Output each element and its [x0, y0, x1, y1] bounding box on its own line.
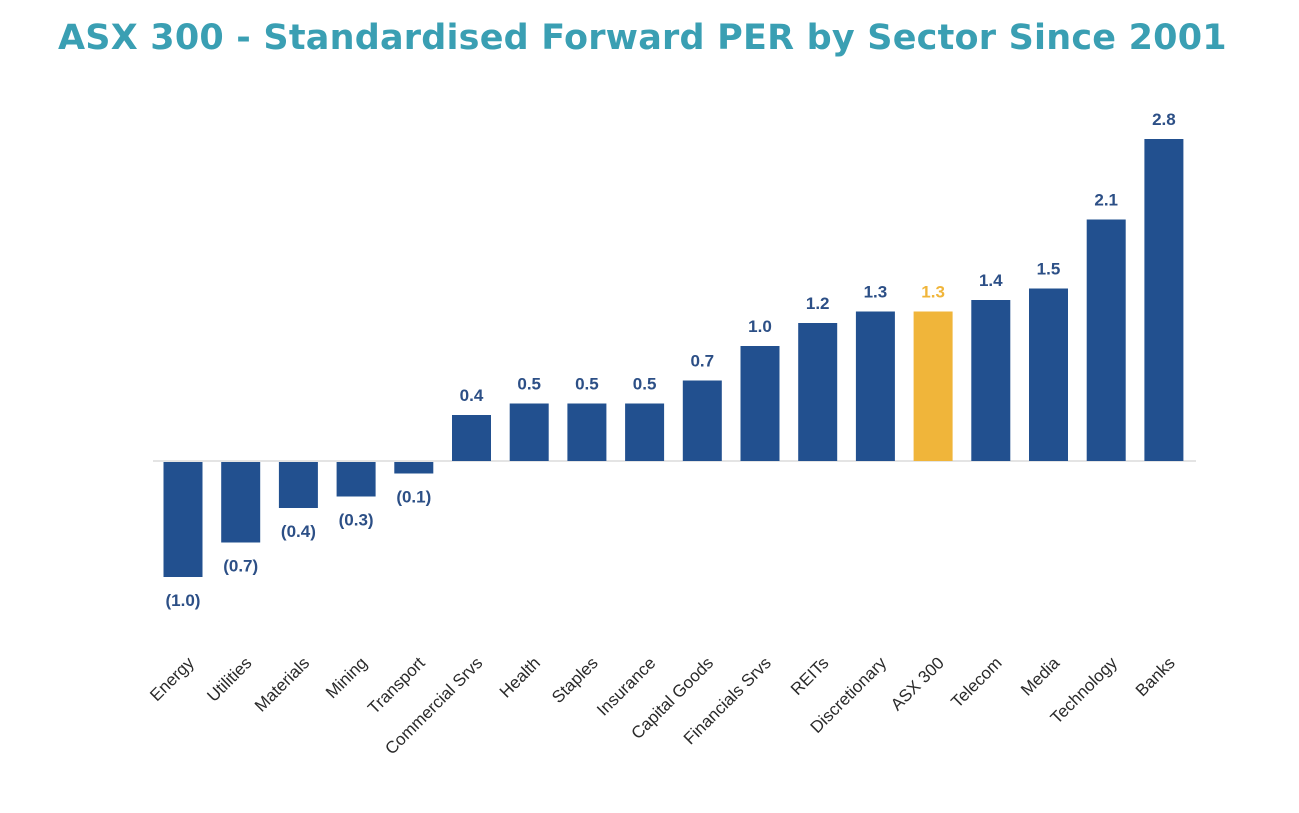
bar-discretionary: [855, 311, 895, 461]
value-label-asx-300: 1.3: [921, 283, 945, 302]
value-label-utilities: (0.7): [223, 557, 258, 576]
category-label-telecom: Telecom: [947, 653, 1005, 711]
bar-technology: [1086, 219, 1126, 461]
category-label-media: Media: [1017, 653, 1064, 700]
category-label-mining: Mining: [322, 653, 371, 702]
value-label-commercial-srvs: 0.4: [460, 386, 484, 405]
bar-telecom: [971, 300, 1011, 461]
value-label-health: 0.5: [517, 375, 541, 394]
category-label-reits: REITs: [787, 653, 832, 698]
bar-reits: [798, 323, 838, 461]
value-label-banks: 2.8: [1152, 110, 1176, 129]
value-label-staples: 0.5: [575, 375, 599, 394]
bar-commercial-srvs: [452, 415, 491, 461]
category-label-health: Health: [496, 653, 544, 701]
category-label-commercial-srvs: Commercial Srvs: [381, 653, 486, 758]
value-label-telecom: 1.4: [979, 271, 1003, 290]
bar-staples: [567, 403, 607, 461]
value-label-financials-srvs: 1.0: [748, 317, 772, 336]
chart-title: ASX 300 - Standardised Forward PER by Se…: [58, 18, 1227, 58]
bar-transport: [394, 462, 434, 474]
bar-capital-goods: [682, 380, 722, 461]
category-label-banks: Banks: [1132, 653, 1179, 700]
category-label-staples: Staples: [548, 653, 602, 707]
value-label-materials: (0.4): [281, 522, 316, 541]
bar-asx-300: [913, 311, 953, 461]
value-label-discretionary: 1.3: [864, 283, 888, 302]
category-label-materials: Materials: [251, 653, 313, 715]
value-label-transport: (0.1): [396, 488, 431, 507]
bar-energy: [163, 462, 203, 577]
value-label-mining: (0.3): [339, 511, 374, 530]
category-label-asx-300: ASX 300: [887, 653, 948, 714]
category-label-utilities: Utilities: [203, 653, 255, 705]
bar-financials-srvs: [740, 346, 780, 461]
bar-utilities: [221, 462, 261, 543]
value-label-technology: 2.1: [1094, 191, 1118, 210]
value-label-energy: (1.0): [166, 591, 201, 610]
value-label-insurance: 0.5: [633, 375, 657, 394]
bar-banks: [1144, 139, 1184, 461]
category-label-energy: Energy: [146, 653, 198, 705]
bar-health: [509, 403, 549, 461]
value-labels-group: (1.0) (0.7) (0.4) (0.3) (0.1) 0.4 0.5 0.5 0.5 0.7…: [166, 110, 1176, 610]
bar-materials: [278, 462, 318, 508]
bar-media: [1029, 288, 1068, 461]
bars-group: [163, 139, 1184, 577]
value-label-media: 1.5: [1037, 260, 1061, 279]
value-label-capital-goods: 0.7: [690, 352, 714, 371]
bar-insurance: [625, 403, 665, 461]
bar-mining: [336, 462, 376, 497]
value-label-reits: 1.2: [806, 294, 830, 313]
